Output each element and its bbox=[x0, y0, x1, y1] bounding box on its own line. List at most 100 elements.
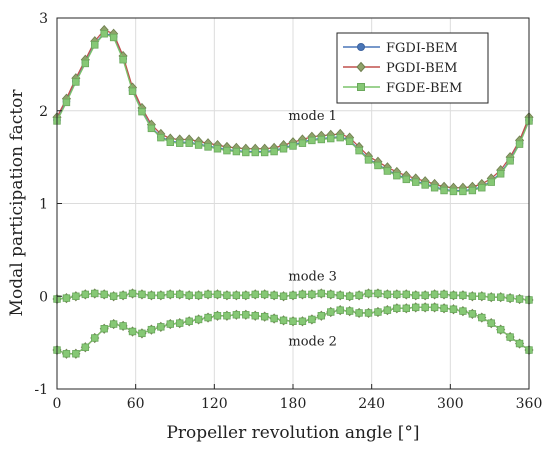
legend-label-3: FGDE-BEM bbox=[386, 81, 462, 96]
data-point bbox=[459, 307, 467, 315]
data-point bbox=[449, 187, 458, 196]
data-point bbox=[478, 292, 486, 300]
data-point bbox=[91, 289, 99, 298]
data-point bbox=[345, 292, 354, 300]
data-point bbox=[213, 145, 222, 153]
data-point bbox=[100, 30, 108, 38]
x-tick-label: 240 bbox=[358, 396, 385, 412]
data-point bbox=[317, 312, 326, 320]
data-point bbox=[289, 142, 297, 150]
x-tick-label: 0 bbox=[53, 396, 62, 412]
y-tick-label: 1 bbox=[39, 197, 48, 213]
data-point bbox=[374, 308, 382, 316]
y-tick-label: -1 bbox=[34, 382, 48, 398]
data-point bbox=[166, 138, 174, 146]
data-point bbox=[185, 317, 193, 325]
data-point bbox=[194, 315, 203, 324]
data-point bbox=[496, 325, 505, 334]
data-point bbox=[393, 304, 401, 313]
data-point bbox=[393, 171, 401, 180]
data-point bbox=[506, 157, 514, 165]
x-axis-label: Propeller revolution angle [°] bbox=[166, 423, 419, 443]
data-point bbox=[383, 306, 392, 314]
annotation-mode-1: mode 1 bbox=[288, 109, 337, 124]
data-point bbox=[270, 147, 278, 156]
data-point bbox=[496, 170, 505, 178]
data-point bbox=[251, 312, 259, 320]
data-point bbox=[515, 140, 524, 148]
data-point bbox=[260, 312, 269, 321]
data-point bbox=[81, 343, 90, 351]
data-point bbox=[232, 147, 241, 156]
data-point bbox=[242, 311, 250, 319]
data-point bbox=[138, 329, 146, 338]
data-point bbox=[506, 333, 514, 341]
ticks: 0 60 120 180 240 300 360 -1 0 1 2 3 bbox=[34, 11, 542, 412]
data-point bbox=[157, 323, 165, 331]
series-mode2-FGDE-BEM bbox=[53, 303, 533, 358]
data-point bbox=[194, 291, 203, 300]
data-point bbox=[402, 175, 410, 184]
data-point bbox=[430, 290, 439, 299]
legend-label-1: FGDI-BEM bbox=[386, 41, 458, 56]
data-point bbox=[176, 139, 184, 147]
data-point bbox=[119, 56, 127, 64]
data-point bbox=[176, 290, 184, 299]
series-mode3-FGDE-BEM bbox=[53, 289, 533, 304]
data-point bbox=[289, 317, 297, 325]
data-point bbox=[468, 292, 477, 300]
data-point bbox=[412, 178, 420, 186]
data-point bbox=[194, 141, 203, 149]
data-point bbox=[449, 305, 458, 313]
data-point bbox=[81, 59, 90, 68]
y-tick-label: 0 bbox=[39, 289, 48, 305]
data-point bbox=[364, 156, 373, 164]
data-point bbox=[487, 178, 495, 186]
data-point bbox=[72, 78, 80, 86]
legend-item-1: FGDI-BEM bbox=[343, 41, 458, 56]
legend-marker-3 bbox=[357, 83, 365, 91]
y-tick-label: 3 bbox=[39, 11, 48, 27]
series-mode1-FGDE-BEM bbox=[53, 30, 533, 196]
data-point bbox=[336, 291, 344, 300]
data-point bbox=[128, 289, 137, 298]
annotations: mode 1 mode 3 mode 2 bbox=[288, 109, 337, 349]
data-point bbox=[421, 291, 429, 300]
data-point bbox=[515, 339, 524, 348]
data-point bbox=[308, 136, 316, 145]
data-point bbox=[468, 310, 477, 318]
data-point bbox=[109, 320, 118, 328]
data-point bbox=[430, 184, 439, 192]
data-point bbox=[109, 33, 118, 42]
data-point bbox=[345, 307, 354, 315]
legend-item-3: FGDE-BEM bbox=[343, 81, 462, 96]
data-point bbox=[345, 137, 354, 146]
data-point bbox=[213, 312, 222, 320]
data-point bbox=[270, 314, 278, 323]
data-point bbox=[421, 181, 429, 189]
data-point bbox=[260, 148, 269, 157]
data-point bbox=[100, 290, 108, 299]
data-point bbox=[449, 291, 458, 300]
data-point bbox=[62, 350, 71, 358]
data-point bbox=[223, 146, 231, 155]
data-point bbox=[213, 290, 222, 299]
data-point bbox=[232, 291, 241, 300]
data-point bbox=[336, 306, 344, 314]
data-point bbox=[402, 304, 410, 313]
data-point bbox=[364, 289, 373, 298]
data-point bbox=[374, 289, 382, 298]
data-point bbox=[204, 143, 212, 151]
data-point bbox=[72, 350, 80, 358]
data-point bbox=[383, 167, 392, 175]
data-point bbox=[147, 325, 156, 334]
data-point bbox=[119, 291, 127, 300]
y-tick-label: 2 bbox=[39, 104, 48, 120]
data-point bbox=[440, 290, 448, 299]
x-tick-label: 360 bbox=[516, 396, 543, 412]
data-point bbox=[327, 308, 335, 316]
data-point bbox=[100, 325, 108, 333]
data-point bbox=[279, 316, 288, 325]
annotation-mode-3: mode 3 bbox=[288, 269, 337, 284]
